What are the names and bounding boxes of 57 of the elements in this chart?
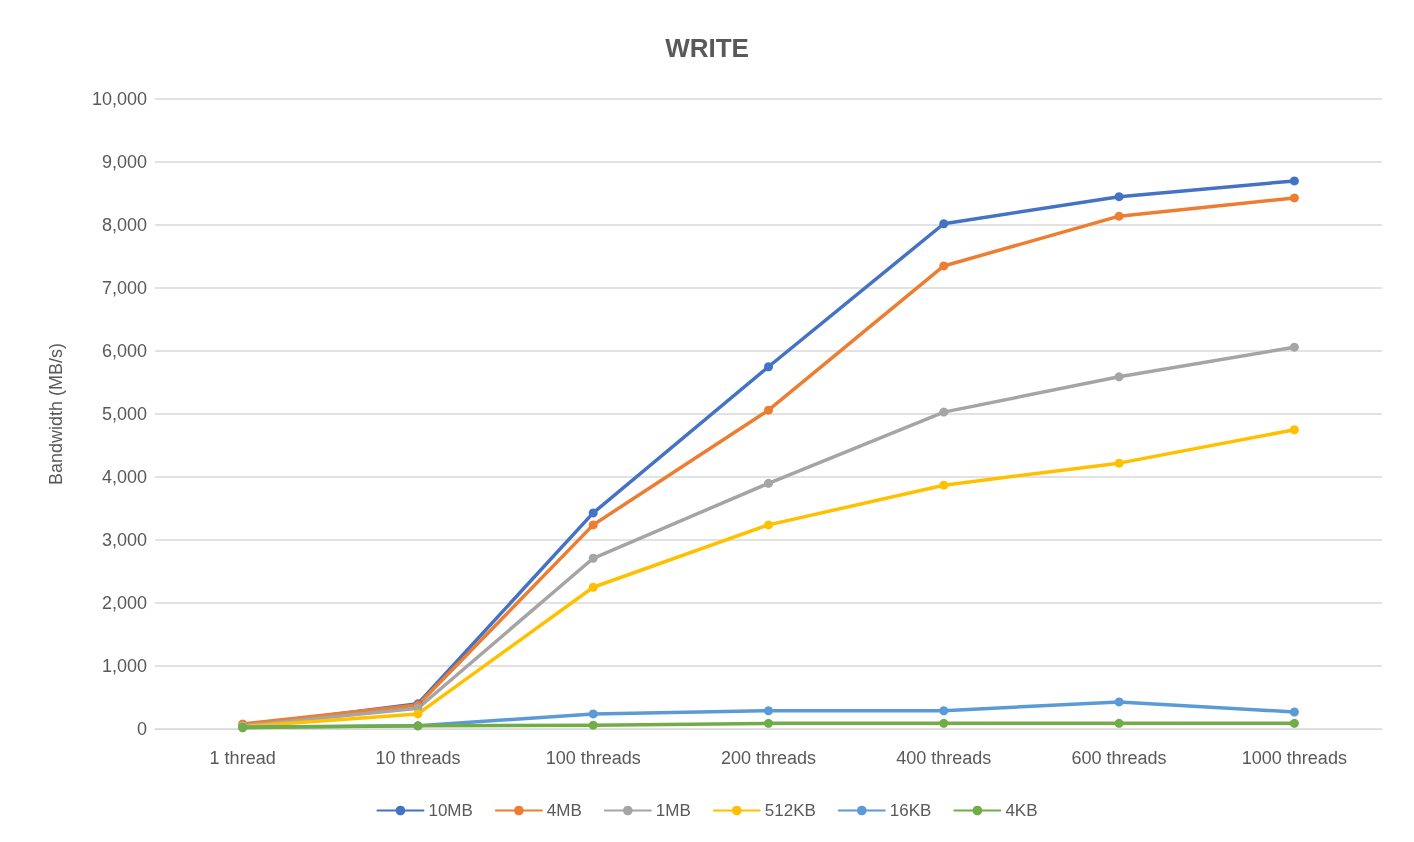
point: [588, 709, 598, 719]
point: [1289, 342, 1299, 352]
y-tick-label: 10,000: [91, 89, 147, 109]
x-tick-label: 400 threads: [896, 748, 992, 768]
x-tick-label: 10 threads: [375, 748, 461, 768]
point: [939, 718, 949, 728]
point: [1289, 425, 1299, 435]
point: [764, 405, 773, 415]
point: [588, 720, 598, 730]
x-tick-label: 1 thread: [209, 748, 276, 768]
point: [764, 520, 773, 530]
point: [588, 582, 598, 592]
point: [1114, 192, 1124, 202]
point: [939, 261, 949, 271]
point: [588, 508, 598, 518]
y-tick-label: 9,000: [101, 152, 147, 172]
point: [1289, 707, 1299, 717]
point: [764, 362, 773, 372]
y-tick-label: 8,000: [101, 215, 147, 235]
y-axis-title: Bandwidth (MB/s): [46, 342, 66, 486]
point: [1114, 458, 1124, 468]
y-tick-label: 0: [136, 719, 147, 739]
x-tick-label: 600 threads: [1071, 748, 1167, 768]
point: [1114, 372, 1124, 382]
legend-label: 512KB: [764, 801, 816, 820]
point: [1289, 176, 1299, 186]
legend-label: 16KB: [889, 801, 932, 820]
point: [1289, 718, 1299, 728]
x-tick-label: 1000 threads: [1241, 748, 1347, 768]
point: [764, 706, 773, 716]
y-tick-label: 3,000: [101, 530, 147, 550]
point: [939, 706, 949, 716]
point: [1114, 718, 1124, 728]
point: [939, 219, 949, 229]
y-tick-label: 1,000: [101, 656, 147, 676]
y-tick-label: 5,000: [101, 404, 147, 424]
point: [939, 480, 949, 490]
x-tick-label: 100 threads: [545, 748, 641, 768]
point: [1114, 211, 1124, 221]
y-tick-label: 4,000: [101, 467, 147, 487]
x-tick-label: 200 threads: [720, 748, 817, 768]
legend-label: 4KB: [1005, 801, 1038, 820]
point: [1114, 697, 1124, 707]
y-tick-label: 6,000: [101, 341, 147, 361]
legend-label: 4MB: [546, 801, 582, 820]
chart-title: WRITE: [665, 33, 749, 63]
point: [939, 407, 949, 417]
point: [764, 478, 773, 488]
point: [588, 553, 598, 563]
y-tick-label: 7,000: [101, 278, 147, 298]
legend-label: 10MB: [428, 801, 473, 820]
legend-label: 1MB: [655, 801, 691, 820]
point: [588, 520, 598, 530]
point: [413, 709, 423, 719]
point: [1289, 193, 1299, 203]
y-tick-label: 2,000: [101, 593, 147, 613]
point: [764, 718, 773, 728]
